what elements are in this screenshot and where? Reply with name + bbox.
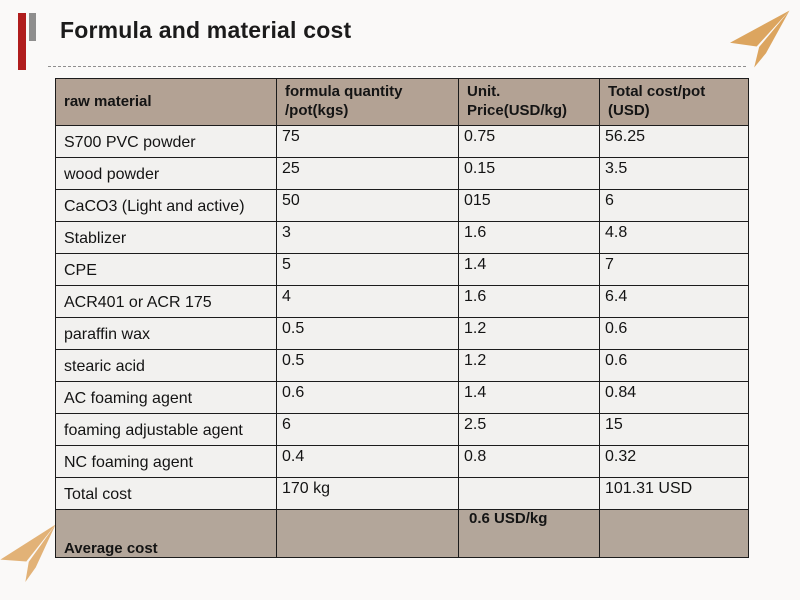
value-cell: 6.4 [599, 285, 749, 318]
material-name-cell: foaming adjustable agent [55, 413, 277, 446]
table-header-row: raw material formula quantity /pot(kgs) … [55, 78, 749, 126]
footer-empty-cell [276, 509, 459, 558]
material-name-cell: CPE [55, 253, 277, 286]
material-name-cell: Stablizer [55, 221, 277, 254]
value-cell: 4.8 [599, 221, 749, 254]
column-header-formula-quantity: formula quantity /pot(kgs) [276, 78, 459, 126]
average-cost-label-cell: Average cost [55, 509, 277, 558]
value-cell: 1.4 [458, 381, 600, 414]
material-name-cell: wood powder [55, 157, 277, 190]
column-header-total-cost: Total cost/pot (USD) [599, 78, 749, 126]
value-cell [458, 477, 600, 510]
value-cell: 4 [276, 285, 459, 318]
value-cell: 015 [458, 189, 600, 222]
material-name-cell: CaCO3 (Light and active) [55, 189, 277, 222]
table-row: ACR401 or ACR 175 4 1.6 6.4 [55, 285, 749, 318]
value-cell: 0.6 [599, 349, 749, 382]
table-footer-row: Average cost 0.6 USD/kg [55, 509, 749, 558]
slide-title: Formula and material cost [60, 17, 352, 43]
material-name-cell: NC foaming agent [55, 445, 277, 478]
paper-plane-icon [730, 10, 790, 68]
footer-empty-cell [599, 509, 749, 558]
material-cost-table: raw material formula quantity /pot(kgs) … [55, 78, 749, 558]
table-row: foaming adjustable agent 6 2.5 15 [55, 413, 749, 446]
value-cell: 101.31 USD [599, 477, 749, 510]
value-cell: 6 [599, 189, 749, 222]
value-cell: 2.5 [458, 413, 600, 446]
table-row: S700 PVC powder 75 0.75 56.25 [55, 125, 749, 158]
value-cell: 1.6 [458, 285, 600, 318]
value-cell: 0.5 [276, 317, 459, 350]
value-cell: 1.2 [458, 317, 600, 350]
value-cell: 75 [276, 125, 459, 158]
value-cell: 1.2 [458, 349, 600, 382]
title-divider-dashed-line [48, 66, 746, 67]
material-name-cell: stearic acid [55, 349, 277, 382]
table-row: Stablizer 3 1.6 4.8 [55, 221, 749, 254]
value-cell: 0.32 [599, 445, 749, 478]
material-name-cell: AC foaming agent [55, 381, 277, 414]
red-accent-bar [18, 13, 26, 70]
table-body: S700 PVC powder 75 0.75 56.25 wood powder 25 0… [55, 125, 749, 510]
value-cell: 56.25 [599, 125, 749, 158]
column-header-raw-material: raw material [55, 78, 277, 126]
value-cell: 3 [276, 221, 459, 254]
value-cell: 25 [276, 157, 459, 190]
value-cell: 1.6 [458, 221, 600, 254]
value-cell: 0.75 [458, 125, 600, 158]
value-cell: 1.4 [458, 253, 600, 286]
value-cell: 6 [276, 413, 459, 446]
table-row: CPE 5 1.4 7 [55, 253, 749, 286]
value-cell: 0.15 [458, 157, 600, 190]
value-cell: 5 [276, 253, 459, 286]
value-cell: 0.6 [599, 317, 749, 350]
value-cell: 170 kg [276, 477, 459, 510]
table-row: Total cost 170 kg 101.31 USD [55, 477, 749, 510]
value-cell: 0.5 [276, 349, 459, 382]
paper-plane-icon [0, 524, 56, 582]
gray-accent-bar [29, 13, 36, 41]
material-name-cell: paraffin wax [55, 317, 277, 350]
material-name-cell: ACR401 or ACR 175 [55, 285, 277, 318]
value-cell: 50 [276, 189, 459, 222]
value-cell: 0.6 [276, 381, 459, 414]
value-cell: 7 [599, 253, 749, 286]
column-header-unit-price: Unit. Price(USD/kg) [458, 78, 600, 126]
value-cell: 0.8 [458, 445, 600, 478]
table-row: stearic acid 0.5 1.2 0.6 [55, 349, 749, 382]
paper-plane-wing [0, 524, 56, 562]
average-cost-value-cell: 0.6 USD/kg [458, 509, 600, 558]
table-row: CaCO3 (Light and active) 50 015 6 [55, 189, 749, 222]
value-cell: 15 [599, 413, 749, 446]
paper-plane-wing [730, 10, 790, 47]
table-row: wood powder 25 0.15 3.5 [55, 157, 749, 190]
value-cell: 0.4 [276, 445, 459, 478]
table-row: NC foaming agent 0.4 0.8 0.32 [55, 445, 749, 478]
material-name-cell: Total cost [55, 477, 277, 510]
table-row: AC foaming agent 0.6 1.4 0.84 [55, 381, 749, 414]
value-cell: 3.5 [599, 157, 749, 190]
material-name-cell: S700 PVC powder [55, 125, 277, 158]
table-row: paraffin wax 0.5 1.2 0.6 [55, 317, 749, 350]
paper-plane-body [754, 10, 790, 68]
value-cell: 0.84 [599, 381, 749, 414]
paper-plane-body [25, 524, 56, 582]
